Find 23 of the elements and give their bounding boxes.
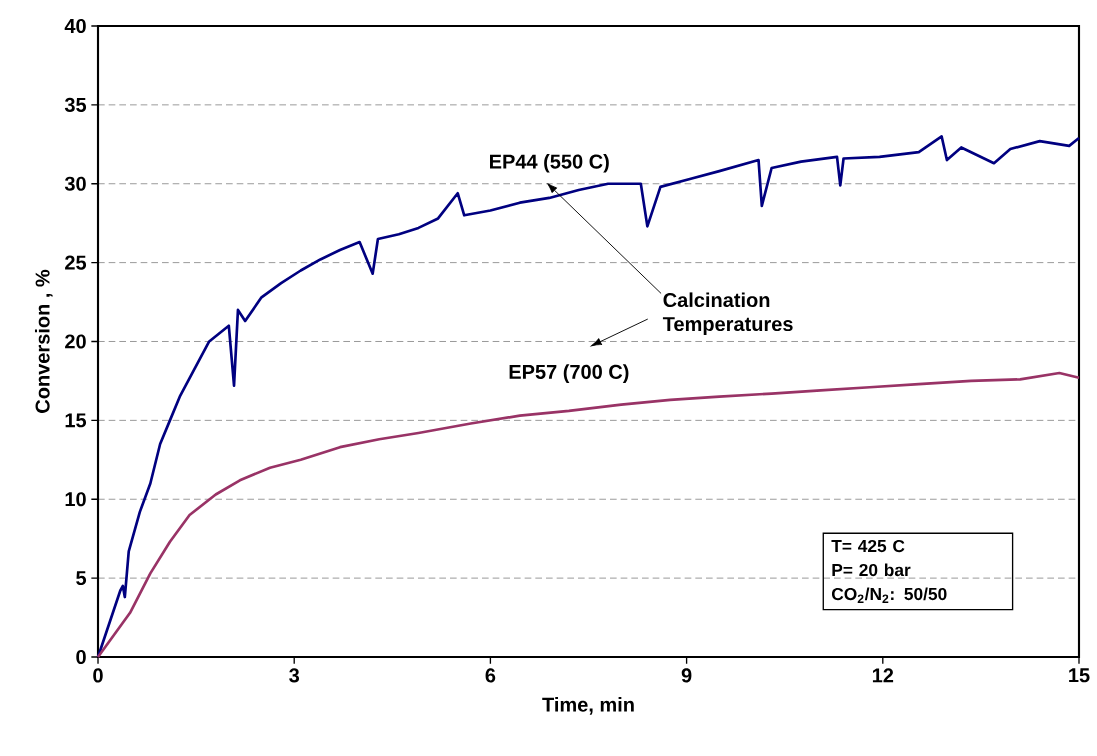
annotation: CO$_{2}$/N$_{2}$: 50/50 [831, 587, 947, 603]
y-axis-title: Conversion , % [34, 269, 53, 413]
y-tick-label: 0 [76, 649, 86, 665]
annotation: T= 425 C [831, 539, 905, 553]
y-tick-label: 30 [64, 176, 86, 191]
y-tick-label: 35 [64, 97, 87, 112]
series-label: EP57 (700 C) [509, 364, 629, 383]
x-tick-label: 6 [485, 668, 496, 683]
x-tick-label: 3 [289, 668, 300, 683]
x-tick-label: 15 [1069, 668, 1090, 683]
x-tick-label: 12 [872, 668, 894, 683]
x-axis-title: Time, min [542, 697, 634, 715]
x-tick-label: 9 [681, 668, 692, 683]
x-tick-label: 0 [93, 668, 103, 683]
series-label: EP44 (550 C) [490, 153, 609, 173]
y-tick-label: 25 [65, 255, 87, 270]
y-tick-label: 40 [64, 18, 86, 34]
y-tick-label: 20 [65, 334, 86, 349]
y-tick-label: 5 [76, 571, 87, 586]
y-tick-label: 15 [65, 413, 87, 428]
annotation: P= 20 bar [832, 563, 911, 577]
y-tick-label: 10 [65, 492, 86, 507]
annotation: Calcination Temperatures [662, 292, 793, 336]
